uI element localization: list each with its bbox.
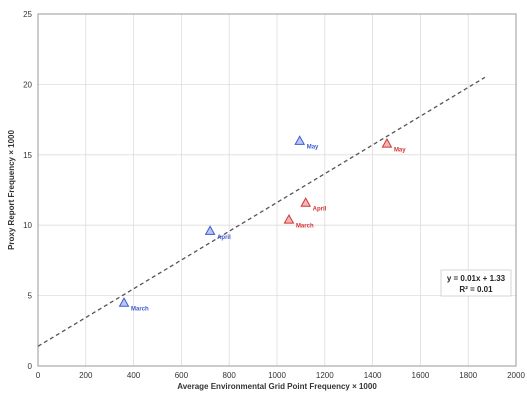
plot-area-frame <box>37 13 517 367</box>
x-tick-label: 1000 <box>268 371 286 380</box>
data-point-label: May <box>307 145 319 151</box>
x-tick-label: 1800 <box>459 371 477 380</box>
trendline-r2: R² = 0.01 <box>459 285 493 294</box>
x-axis-title: Average Environmental Grid Point Frequen… <box>177 382 377 391</box>
x-tick-label: 400 <box>127 371 141 380</box>
y-tick-label: 20 <box>23 80 32 89</box>
data-points: March April May March April May <box>118 135 406 313</box>
x-tick-label: 1200 <box>316 371 334 380</box>
y-axis-title: Proxy Report Frequency × 1000 <box>7 130 16 250</box>
data-point-label: April <box>217 235 231 241</box>
equation-box: y = 0.01x + 1.33 R² = 0.01 <box>440 269 512 297</box>
x-tick-label: 1400 <box>364 371 382 380</box>
y-tick-label: 10 <box>23 221 32 230</box>
data-point-marker <box>381 138 393 148</box>
data-point-label: March <box>296 224 314 230</box>
x-tick-label: 1600 <box>412 371 430 380</box>
trendline-equation: y = 0.01x + 1.33 <box>447 274 506 283</box>
data-point-label: April <box>313 207 327 213</box>
data-point-marker <box>294 135 306 145</box>
data-point-marker <box>118 297 130 307</box>
y-tick-label: 0 <box>28 362 33 371</box>
data-point-label: May <box>394 148 406 154</box>
y-tick-label: 25 <box>23 10 32 19</box>
x-axis-ticks: 0 200 400 600 800 1000 1200 1400 1600 1800 2000 <box>36 371 526 380</box>
data-point-marker <box>283 214 295 224</box>
y-axis-ticks: 0 5 10 15 20 25 <box>23 10 32 371</box>
x-tick-label: 800 <box>223 371 237 380</box>
equation-box-frame <box>440 269 512 297</box>
x-tick-label: 600 <box>175 371 189 380</box>
trendline <box>37 76 486 347</box>
x-tick-label: 200 <box>79 371 93 380</box>
y-tick-label: 15 <box>23 151 32 160</box>
x-tick-label: 2000 <box>507 371 525 380</box>
data-point-marker <box>300 197 312 207</box>
grid-lines <box>37 13 517 367</box>
x-tick-label: 0 <box>36 371 41 380</box>
data-point-label: March <box>131 307 149 313</box>
data-point-marker <box>204 225 216 235</box>
y-tick-label: 5 <box>28 292 33 301</box>
